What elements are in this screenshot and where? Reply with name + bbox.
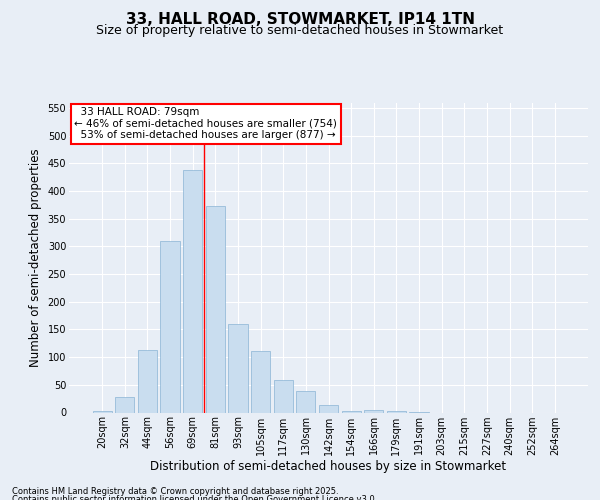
Bar <box>364 410 383 412</box>
Text: Contains public sector information licensed under the Open Government Licence v3: Contains public sector information licen… <box>12 495 377 500</box>
Bar <box>229 324 248 412</box>
Text: 33 HALL ROAD: 79sqm
← 46% of semi-detached houses are smaller (754)
  53% of sem: 33 HALL ROAD: 79sqm ← 46% of semi-detach… <box>74 107 337 140</box>
Text: Contains HM Land Registry data © Crown copyright and database right 2025.: Contains HM Land Registry data © Crown c… <box>12 488 338 496</box>
Y-axis label: Number of semi-detached properties: Number of semi-detached properties <box>29 148 42 367</box>
Bar <box>115 397 134 412</box>
Bar <box>251 351 270 412</box>
Bar <box>183 170 202 412</box>
Bar <box>160 241 180 412</box>
Bar <box>274 380 293 412</box>
Text: 33, HALL ROAD, STOWMARKET, IP14 1TN: 33, HALL ROAD, STOWMARKET, IP14 1TN <box>125 12 475 28</box>
Bar <box>296 392 316 412</box>
Text: Size of property relative to semi-detached houses in Stowmarket: Size of property relative to semi-detach… <box>97 24 503 37</box>
Bar <box>206 206 225 412</box>
Bar <box>319 406 338 412</box>
X-axis label: Distribution of semi-detached houses by size in Stowmarket: Distribution of semi-detached houses by … <box>151 460 506 473</box>
Bar <box>138 350 157 412</box>
